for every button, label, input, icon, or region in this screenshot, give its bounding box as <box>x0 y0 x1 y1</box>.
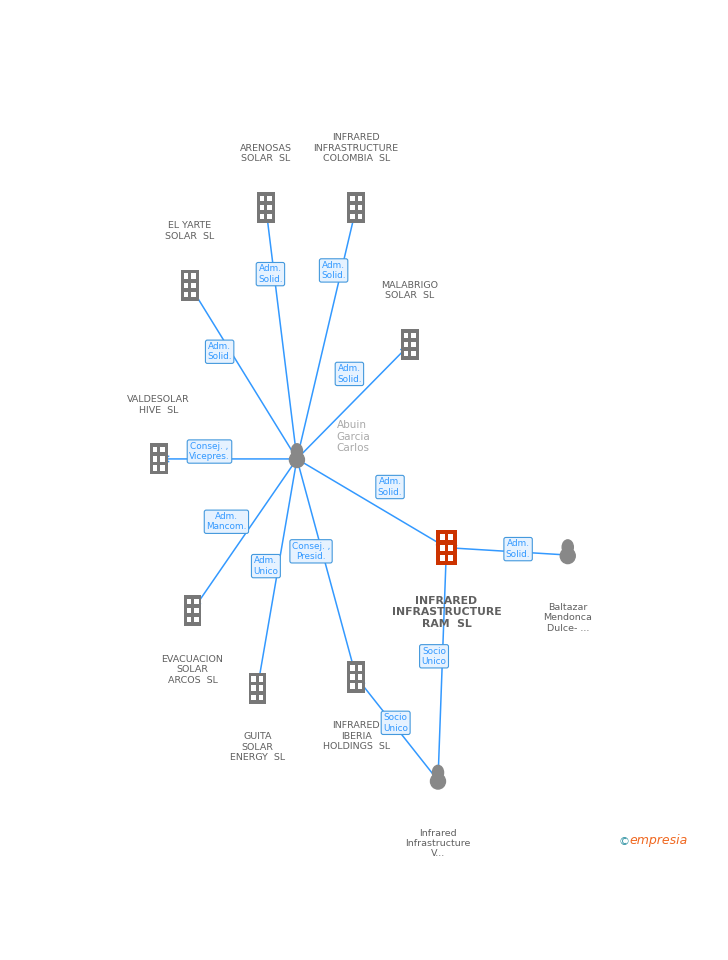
FancyBboxPatch shape <box>350 674 355 680</box>
FancyBboxPatch shape <box>160 466 165 470</box>
FancyBboxPatch shape <box>404 350 408 356</box>
Text: empresia: empresia <box>630 834 688 847</box>
FancyBboxPatch shape <box>440 555 445 561</box>
FancyBboxPatch shape <box>440 534 445 540</box>
FancyBboxPatch shape <box>260 196 264 202</box>
FancyBboxPatch shape <box>259 694 264 700</box>
FancyBboxPatch shape <box>401 329 419 360</box>
FancyBboxPatch shape <box>448 534 454 540</box>
Text: Abuin
Garcia
Carlos: Abuin Garcia Carlos <box>336 420 370 453</box>
FancyBboxPatch shape <box>183 282 189 288</box>
Text: MALABRIGO
SOLAR  SL: MALABRIGO SOLAR SL <box>381 280 438 300</box>
FancyBboxPatch shape <box>194 599 199 604</box>
FancyBboxPatch shape <box>186 617 191 622</box>
FancyBboxPatch shape <box>440 544 445 551</box>
Text: Baltazar
Mendonca
Dulce- ...: Baltazar Mendonca Dulce- ... <box>543 603 592 633</box>
FancyBboxPatch shape <box>436 530 456 565</box>
Text: Socio
Unico: Socio Unico <box>422 647 446 666</box>
FancyBboxPatch shape <box>183 292 189 297</box>
FancyBboxPatch shape <box>260 205 264 210</box>
FancyBboxPatch shape <box>448 555 454 561</box>
FancyBboxPatch shape <box>249 673 266 704</box>
FancyBboxPatch shape <box>357 196 362 202</box>
FancyBboxPatch shape <box>160 447 165 452</box>
Text: Infrared
Infrastructure
V...: Infrared Infrastructure V... <box>405 828 471 858</box>
Text: ©: © <box>619 837 630 847</box>
FancyBboxPatch shape <box>194 617 199 622</box>
Text: Adm.
Unico: Adm. Unico <box>253 557 278 576</box>
FancyBboxPatch shape <box>191 274 196 278</box>
FancyBboxPatch shape <box>357 214 362 219</box>
FancyBboxPatch shape <box>357 684 362 688</box>
Text: INFRARED
INFRASTRUCTURE
COLOMBIA  SL: INFRARED INFRASTRUCTURE COLOMBIA SL <box>314 133 399 163</box>
FancyBboxPatch shape <box>350 205 355 210</box>
Text: GUITA
SOLAR
ENERGY  SL: GUITA SOLAR ENERGY SL <box>230 732 285 762</box>
FancyBboxPatch shape <box>183 274 189 278</box>
Ellipse shape <box>561 548 575 564</box>
FancyBboxPatch shape <box>357 674 362 680</box>
FancyBboxPatch shape <box>183 595 202 626</box>
FancyBboxPatch shape <box>267 214 272 219</box>
FancyBboxPatch shape <box>404 332 408 338</box>
FancyBboxPatch shape <box>251 694 256 700</box>
FancyBboxPatch shape <box>259 685 264 690</box>
Circle shape <box>432 765 443 780</box>
FancyBboxPatch shape <box>251 685 256 690</box>
Ellipse shape <box>430 774 446 789</box>
FancyBboxPatch shape <box>267 196 272 202</box>
FancyBboxPatch shape <box>350 684 355 688</box>
Text: INFRARED
IBERIA
HOLDINGS  SL: INFRARED IBERIA HOLDINGS SL <box>323 721 389 751</box>
Text: ARENOSAS
SOLAR  SL: ARENOSAS SOLAR SL <box>240 144 292 163</box>
FancyBboxPatch shape <box>181 270 199 300</box>
FancyBboxPatch shape <box>153 466 157 470</box>
FancyBboxPatch shape <box>160 456 165 462</box>
FancyBboxPatch shape <box>191 282 196 288</box>
FancyBboxPatch shape <box>404 342 408 347</box>
FancyBboxPatch shape <box>191 292 196 297</box>
Text: Adm.
Solid.: Adm. Solid. <box>258 264 282 284</box>
Ellipse shape <box>290 452 304 468</box>
FancyBboxPatch shape <box>350 665 355 670</box>
FancyBboxPatch shape <box>186 608 191 613</box>
FancyBboxPatch shape <box>260 214 264 219</box>
FancyBboxPatch shape <box>267 205 272 210</box>
Text: Adm.
Mancom.: Adm. Mancom. <box>206 512 247 532</box>
Circle shape <box>562 540 574 555</box>
FancyBboxPatch shape <box>350 214 355 219</box>
Text: EL YARTE
SOLAR  SL: EL YARTE SOLAR SL <box>165 222 214 241</box>
Text: Adm.
Solid.: Adm. Solid. <box>321 261 346 280</box>
Text: VALDESOLAR
HIVE  SL: VALDESOLAR HIVE SL <box>127 396 190 415</box>
FancyBboxPatch shape <box>153 447 157 452</box>
Text: Adm.
Solid.: Adm. Solid. <box>337 364 362 384</box>
FancyBboxPatch shape <box>448 544 454 551</box>
FancyBboxPatch shape <box>411 332 416 338</box>
Text: INFRARED
INFRASTRUCTURE
RAM  SL: INFRARED INFRASTRUCTURE RAM SL <box>392 595 502 629</box>
FancyBboxPatch shape <box>251 677 256 682</box>
FancyBboxPatch shape <box>350 196 355 202</box>
FancyBboxPatch shape <box>194 608 199 613</box>
FancyBboxPatch shape <box>153 456 157 462</box>
Text: Socio
Unico: Socio Unico <box>383 713 408 732</box>
FancyBboxPatch shape <box>347 192 365 223</box>
FancyBboxPatch shape <box>411 350 416 356</box>
Text: Consej. ,
Vicepres.: Consej. , Vicepres. <box>189 442 230 461</box>
FancyBboxPatch shape <box>347 661 365 692</box>
Circle shape <box>291 444 303 458</box>
Text: EVACUACION
SOLAR
ARCOS  SL: EVACUACION SOLAR ARCOS SL <box>162 655 223 684</box>
FancyBboxPatch shape <box>257 192 274 223</box>
FancyBboxPatch shape <box>357 205 362 210</box>
Text: Adm.
Solid.: Adm. Solid. <box>378 477 403 496</box>
FancyBboxPatch shape <box>411 342 416 347</box>
FancyBboxPatch shape <box>357 665 362 670</box>
FancyBboxPatch shape <box>150 444 167 474</box>
FancyBboxPatch shape <box>186 599 191 604</box>
Text: Adm.
Solid.: Adm. Solid. <box>207 342 232 362</box>
Text: Consej. ,
Presid.: Consej. , Presid. <box>292 541 331 561</box>
Text: Adm.
Solid.: Adm. Solid. <box>506 540 531 559</box>
FancyBboxPatch shape <box>259 677 264 682</box>
